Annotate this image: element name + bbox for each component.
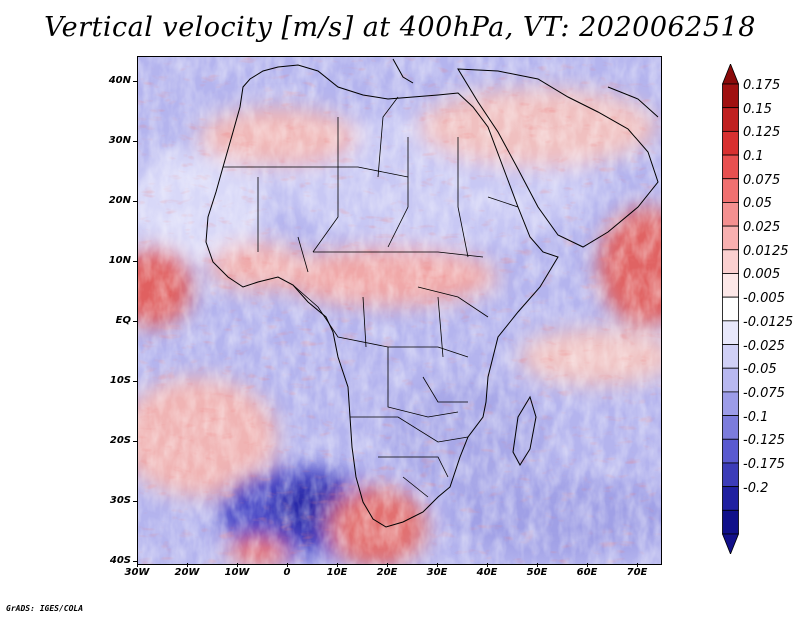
colorbar-level-label: -0.05 (743, 362, 777, 378)
colorbar-segment (722, 225, 739, 251)
country-borders (223, 96, 519, 498)
lat-tick-label: 10N (108, 255, 131, 266)
colorbar-level-label: -0.125 (743, 433, 785, 449)
lon-tick-label: 60E (576, 567, 598, 578)
lon-tick-label: 70E (626, 567, 648, 578)
colorbar-segment (722, 249, 739, 274)
colorbar-segment (722, 154, 739, 180)
lat-tick-label: 40S (109, 555, 131, 566)
lon-tick-label: 20E (376, 567, 398, 578)
colorbar-segment (722, 320, 739, 345)
lon-tick-mark (587, 563, 588, 567)
lon-tick-mark (187, 563, 188, 567)
colorbar-level-label: 0.0125 (743, 243, 789, 259)
lon-tick-mark (387, 563, 388, 567)
map-title: Vertical velocity [m/s] at 400hPa, VT: 2… (44, 12, 756, 43)
colorbar-level-label: -0.075 (743, 385, 785, 401)
colorbar-level-label: -0.175 (743, 456, 785, 472)
colorbar-segment (722, 202, 739, 227)
colorbar-level-label: 0.1 (743, 149, 764, 165)
lon-tick-mark (487, 563, 488, 567)
colorbar-segment (722, 130, 739, 156)
lon-tick-label: 10W (224, 567, 250, 578)
colorbar-bottom-arrow (722, 533, 739, 554)
colorbar-segment (722, 509, 739, 535)
lon-tick-mark (437, 563, 438, 567)
colorbar-segment (722, 462, 739, 488)
colorbar-segment (722, 273, 739, 298)
colorbar-level-label: -0.2 (743, 480, 769, 496)
lon-tick-mark (237, 563, 238, 567)
colorbar-segment (722, 367, 739, 393)
lon-tick-label: 0 (283, 567, 291, 578)
lon-tick-mark (137, 563, 138, 567)
lat-tick-mark (133, 381, 137, 382)
colorbar-segment (722, 83, 739, 109)
colorbar-segment (722, 415, 739, 440)
colorbar (722, 64, 739, 554)
lat-tick-mark (133, 201, 137, 202)
colorbar-segment (722, 107, 739, 132)
colorbar-level-label: 0.05 (743, 196, 772, 212)
colorbar-level-label: -0.1 (743, 409, 769, 425)
grads-credit: GrADS: IGES/COLA (6, 604, 84, 613)
colorbar-segment (722, 296, 739, 322)
lat-tick-mark (133, 261, 137, 262)
map-plot-area (137, 56, 662, 565)
colorbar-level-label: 0.005 (743, 267, 781, 283)
lat-tick-mark (133, 81, 137, 82)
lon-tick-mark (637, 563, 638, 567)
lat-tick-label: 30S (109, 495, 131, 506)
lat-tick-mark (133, 141, 137, 142)
colorbar-level-label: -0.005 (743, 291, 785, 307)
colorbar-segment (722, 391, 739, 416)
lon-tick-label: 20W (174, 567, 200, 578)
colorbar-level-label: 0.025 (743, 220, 781, 236)
lon-tick-mark (337, 563, 338, 567)
lat-tick-label: 40N (108, 75, 131, 86)
lon-tick-mark (287, 563, 288, 567)
lon-tick-label: 40E (476, 567, 498, 578)
lon-tick-label: 30W (124, 567, 150, 578)
lon-tick-label: 10E (326, 567, 348, 578)
colorbar-level-label: 0.15 (743, 101, 772, 117)
colorbar-segment (722, 178, 739, 203)
velocity-field-map (138, 57, 661, 564)
lat-tick-label: EQ (115, 315, 131, 326)
colorbar-level-label: 0.125 (743, 125, 781, 141)
colorbar-level-label: 0.175 (743, 78, 781, 93)
lat-tick-label: 30N (108, 135, 131, 146)
lon-tick-label: 30E (426, 567, 448, 578)
lat-tick-label: 20S (109, 435, 131, 446)
colorbar-segment (722, 344, 739, 369)
colorbar-level-label: 0.075 (743, 172, 781, 188)
colorbar-segment (722, 486, 739, 511)
lon-tick-label: 50E (526, 567, 548, 578)
lat-tick-mark (133, 441, 137, 442)
lat-tick-label: 10S (109, 375, 131, 386)
colorbar-top-arrow (722, 64, 739, 85)
lat-tick-mark (133, 321, 137, 322)
coastline (205, 58, 659, 528)
lon-tick-mark (537, 563, 538, 567)
lat-tick-mark (133, 561, 137, 562)
colorbar-level-label: -0.025 (743, 338, 785, 354)
lat-tick-label: 20N (108, 195, 131, 206)
lat-tick-mark (133, 501, 137, 502)
colorbar-level-label: -0.0125 (743, 314, 794, 330)
colorbar-segment (722, 438, 739, 464)
